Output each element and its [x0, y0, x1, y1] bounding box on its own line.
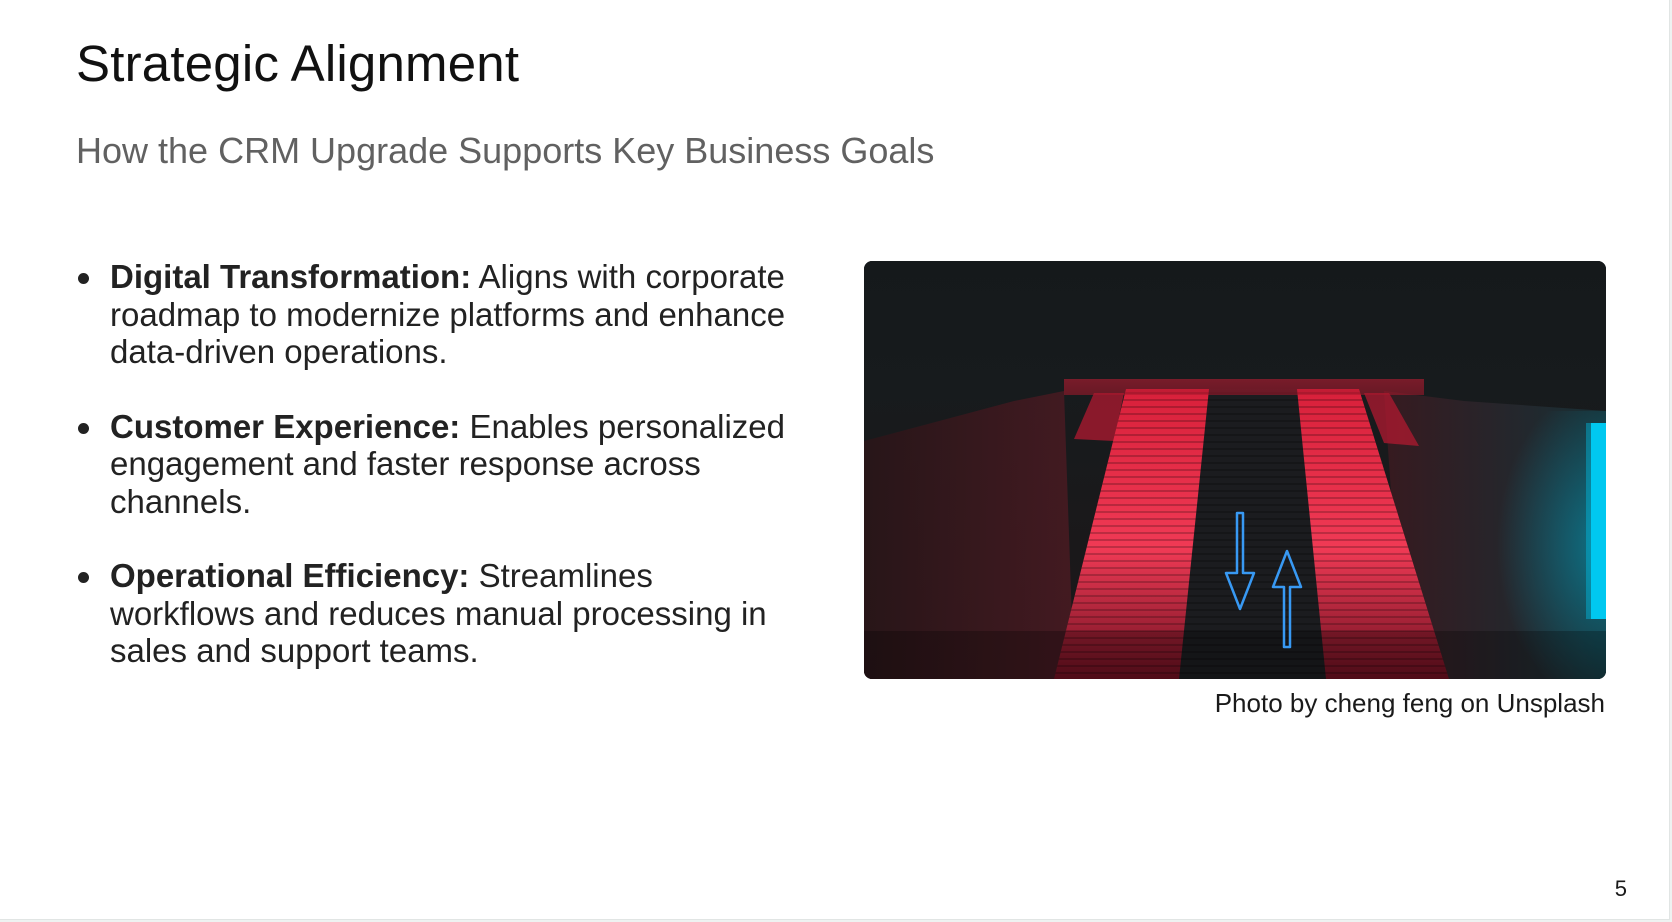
bullet-text: Aligns with corporate roadmap to moderni…	[110, 258, 786, 370]
bullet-item-customer-experience: Customer Experience: Enables personalize…	[76, 408, 806, 521]
bottom-shade	[864, 631, 1606, 679]
bullet-dot-icon	[78, 422, 89, 434]
ceiling-red-band	[1064, 379, 1424, 395]
ceiling-slab-right	[1364, 393, 1419, 446]
ceiling-slab-left	[1074, 393, 1124, 441]
bullet-label: Digital Transformation:	[110, 258, 472, 295]
stairs-neon-photo	[864, 261, 1606, 679]
slide-subtitle: How the CRM Upgrade Supports Key Busines…	[76, 130, 935, 171]
page-number: 5	[1614, 876, 1627, 901]
photo-credit: Photo by cheng feng on Unsplash	[1214, 688, 1605, 718]
bullet-list: Digital Transformation: Aligns with corp…	[76, 258, 806, 707]
bullet-text: Enables personalized engagement and fast…	[110, 407, 786, 520]
left-wall	[864, 391, 1074, 679]
bullet-dot-icon	[78, 572, 89, 583]
bullet-dot-icon	[78, 273, 89, 284]
bullet-label: Operational Efficiency:	[110, 557, 470, 594]
slide-title: Strategic Alignment	[76, 35, 520, 92]
cyan-light-panel	[1591, 423, 1606, 619]
cyan-light-edge	[1586, 423, 1591, 619]
bullet-item-digital-transformation: Digital Transformation: Aligns with corp…	[76, 258, 806, 371]
right-stripe-steps	[1297, 389, 1449, 679]
cyan-glow	[1424, 411, 1606, 679]
neon-arrows-icon	[1224, 511, 1303, 649]
bullet-label: Customer Experience:	[110, 407, 461, 445]
bullet-text: Streamlines workflows and reduces manual…	[110, 557, 767, 669]
left-stripe-steps	[1054, 389, 1209, 679]
bullet-item-operational-efficiency: Operational Efficiency: Streamlines work…	[76, 557, 806, 670]
